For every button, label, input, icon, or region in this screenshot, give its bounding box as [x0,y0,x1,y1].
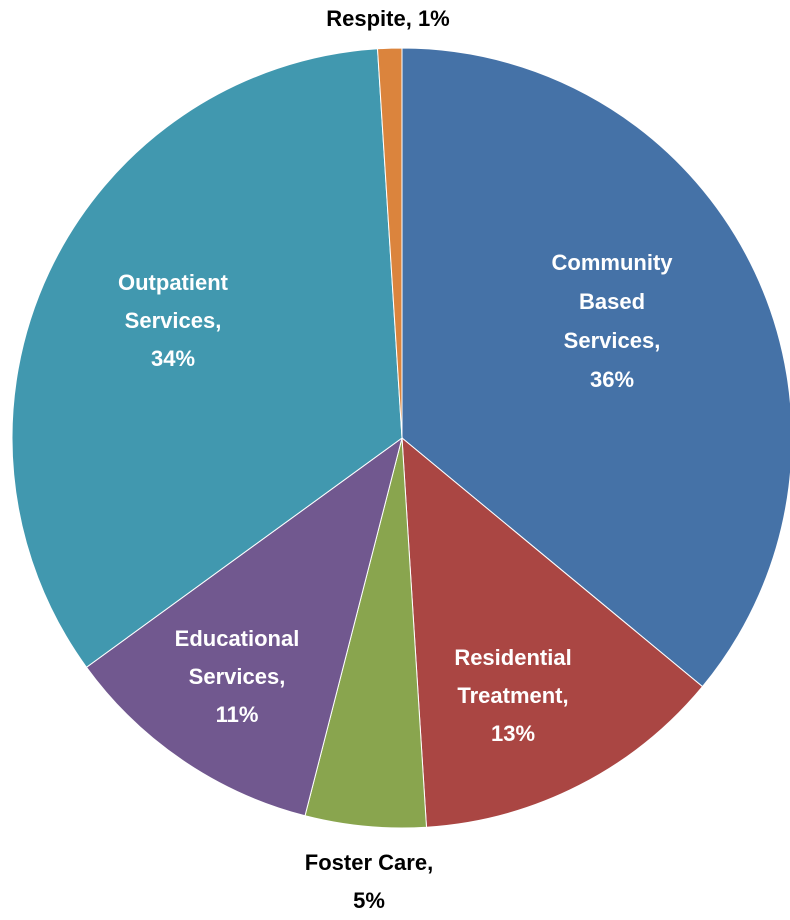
slice-label-line: 13% [491,721,535,746]
slice-label-line: Services, [564,328,661,353]
slice-labels: Community Based Services, 36% Residential Tre… [118,6,673,913]
pie-slice-residential-treatment [401,436,704,828]
slice-label-line: Treatment, [457,683,568,708]
pie-slice-educational-services [85,436,403,817]
pie-slices [11,47,790,829]
slice-label-line: Residential [454,645,571,670]
slice-label-residential-treatment: Residential Treatment, 13% [454,645,571,746]
slice-label-line: Community [552,250,674,275]
slice-label-community-based-services: Community Based Services, 36% [552,250,674,392]
slice-label-line: Services, [189,664,286,689]
slice-label-outpatient-services: Outpatient Services, 34% [118,270,229,371]
pie-slice-community-based-services [401,47,790,688]
slice-label-line: Outpatient [118,270,229,295]
slice-label-line: 11% [216,702,259,727]
slice-label-respite: Respite, 1% [326,6,450,31]
slice-label-line: Foster Care, [305,850,433,875]
slice-label-educational-services: Educational Services, 11% [175,626,300,727]
pie-slice-outpatient-services [11,48,403,668]
slice-label-line: 36% [590,367,634,392]
pie-slice-respite [376,47,403,439]
slice-label-line: Educational [175,626,300,651]
slice-label-foster-care: Foster Care, 5% [305,850,433,913]
slice-label-line: Services, [125,308,222,333]
slice-label-line: Based [579,289,645,314]
slice-label-line: 5% [353,888,385,913]
slice-label-line: Respite, 1% [326,6,450,31]
slice-label-line: 34% [151,346,195,371]
